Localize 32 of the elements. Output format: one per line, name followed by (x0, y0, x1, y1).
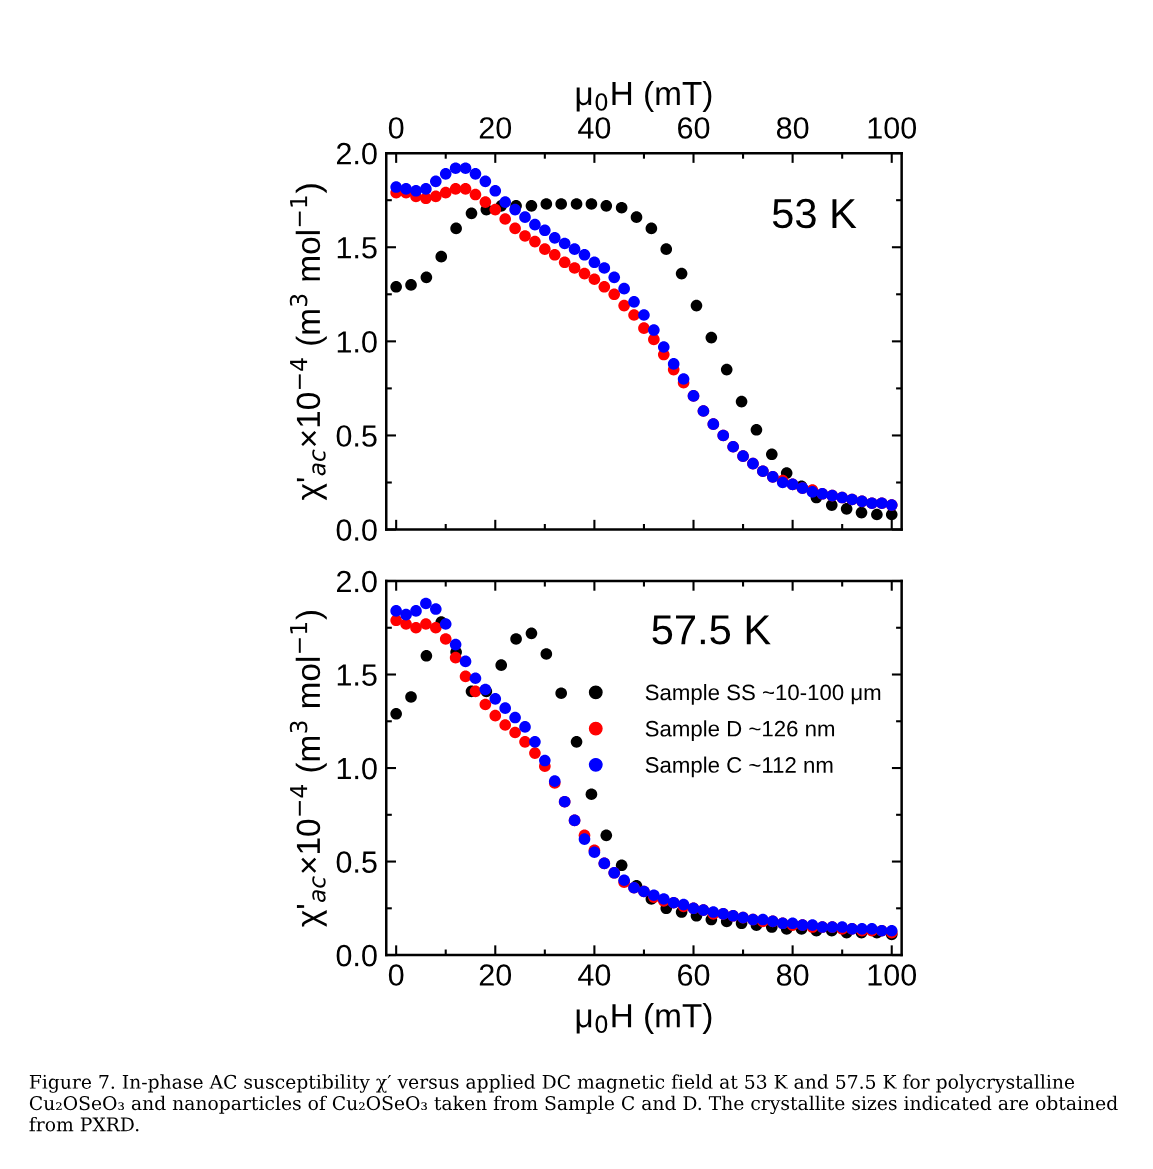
x-axis-title: μ$_{0}$H (mT) (576, 1003, 712, 1035)
annotation: 57.5 K (652, 615, 771, 645)
y-tick-label: 0.0 (336, 944, 377, 967)
x-tick-label: 40 (578, 964, 611, 986)
y-tick-label: 0.5 (336, 851, 377, 873)
y-tick-label: 1.0 (337, 757, 377, 780)
legend-label: Sample C ~112 nm (645, 756, 833, 778)
annotation: 53 K (772, 198, 857, 229)
x-tick-label: 0 (388, 117, 404, 139)
y-tick-label: 2.0 (336, 570, 377, 593)
x-tick-label: 20 (479, 117, 512, 139)
x-tick-label: 60 (678, 964, 710, 986)
text: χ'$_{ac}$×10$^{−4}$ (m$^{3}$ mol$^{−1}$) (289, 610, 327, 927)
x-tick-label: 0 (388, 964, 404, 986)
text: χ'$_{ac}$×10$^{−4}$ (m$^{3}$ mol$^{−1}$) (289, 184, 327, 501)
x-axis-title: μ$_{0}$H (mT) (576, 80, 712, 112)
x-tick-label: 60 (678, 117, 710, 139)
x-tick-label: 100 (868, 117, 917, 139)
x-tick-label: 100 (868, 964, 917, 986)
y-tick-label: 1.0 (337, 331, 377, 353)
y-tick-label: 0.0 (336, 519, 377, 541)
legend-label: Sample SS ~10-100 μm (645, 684, 881, 705)
y-tick-label: 2.0 (336, 142, 377, 165)
x-tick-label: 20 (479, 964, 512, 986)
legend-label: Sample D ~126 nm (645, 720, 835, 741)
y-tick-label: 1.5 (337, 237, 377, 259)
x-tick-label: 80 (776, 964, 809, 986)
x-tick-label: 40 (578, 117, 611, 139)
caption: Figure 7. In-phase AC susceptibility χ′ versus applied DC magnetic field at 53 K and 57.5 K for polycrystalline Cu₂OSeO₃ and nanoparticles of Cu₂OSeO₃ taken from Sample C and D. The crystallite sizes indicated are obtained from PXRD. (29, 1074, 1118, 1132)
y-tick-label: 0.5 (336, 425, 377, 447)
x-tick-label: 80 (776, 117, 809, 139)
y-tick-label: 1.5 (337, 664, 377, 686)
